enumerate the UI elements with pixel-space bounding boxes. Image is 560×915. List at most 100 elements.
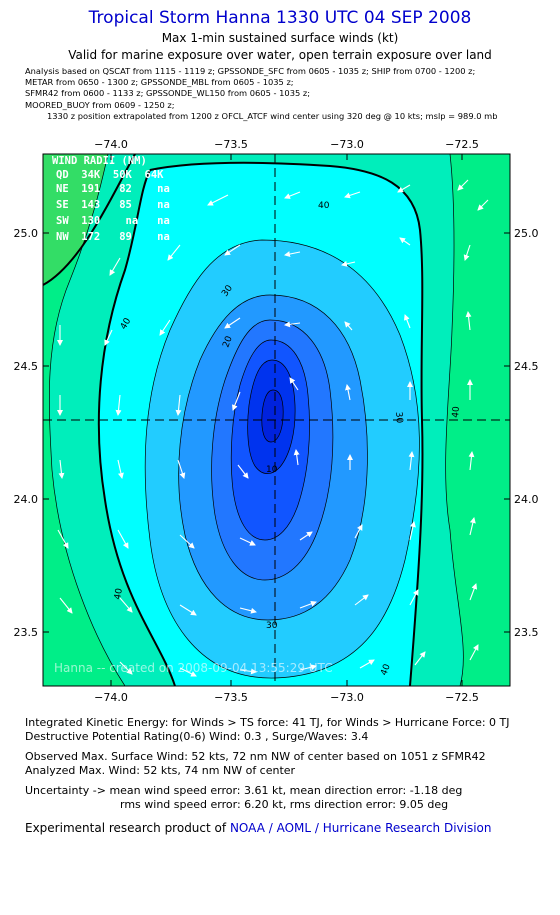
wind-arrow bbox=[284, 321, 301, 328]
analysis-line: Analysis based on QSCAT from 1115 - 1119… bbox=[25, 66, 476, 76]
wind-arrow bbox=[293, 449, 300, 466]
wind-arrow bbox=[463, 244, 471, 261]
ts-force-contour bbox=[97, 161, 424, 686]
wind-arrow bbox=[175, 394, 182, 416]
lon-tick-label-top: −73.5 bbox=[214, 138, 248, 151]
wind-arrow bbox=[224, 244, 241, 256]
map-title: Tropical Storm Hanna 1330 UTC 04 SEP 200… bbox=[88, 8, 472, 28]
wind-arrow bbox=[207, 194, 229, 206]
wind-radii-title: WIND RADII (NM) bbox=[52, 155, 147, 167]
contour-line bbox=[230, 339, 310, 541]
wind-arrow bbox=[345, 384, 351, 401]
dpr-stat: Destructive Potential Rating(0-6) Wind: … bbox=[25, 730, 369, 743]
contour-fill: 40 30 20 10 30 40 40 30 40 40 WIND RADII… bbox=[43, 154, 510, 686]
contour-label: 40 bbox=[318, 201, 330, 211]
wind-arrow bbox=[354, 524, 363, 539]
axis-ticks bbox=[43, 154, 510, 686]
wind-arrow bbox=[239, 607, 257, 614]
wind-arrow bbox=[224, 317, 241, 329]
credit-prefix: Experimental research product of bbox=[25, 821, 227, 835]
wind-radii-table: WIND RADII (NM) QD 34K 50K 64K NE 191 82… bbox=[52, 155, 170, 243]
wind-arrow bbox=[284, 191, 301, 199]
analysis-sources: Analysis based on QSCAT from 1115 - 1119… bbox=[25, 66, 498, 122]
wind-arrow bbox=[179, 667, 197, 677]
analysis-line: METAR from 0650 - 1300 z; GPSSONDE_MBL f… bbox=[25, 77, 294, 88]
org-link[interactable]: NOAA / AOML / Hurricane Research Divisio… bbox=[229, 821, 492, 835]
wind-arrow bbox=[119, 661, 133, 675]
wind-arrow bbox=[465, 311, 472, 331]
contour-label: 40 bbox=[379, 663, 392, 677]
position-note: 1330 z position extrapolated from 1200 z… bbox=[47, 110, 498, 121]
wind-arrow bbox=[237, 464, 249, 479]
contour-label: 30 bbox=[393, 411, 404, 424]
wind-arrow bbox=[179, 534, 195, 549]
contour-line bbox=[261, 389, 284, 443]
wind-arrow bbox=[469, 644, 479, 661]
analysis-line: SFMR42 from 0600 - 1133 z; GPSSONDE_WL15… bbox=[25, 88, 311, 99]
contour-line bbox=[445, 154, 464, 686]
wind-vectors bbox=[57, 179, 489, 677]
wind-arrow bbox=[344, 191, 361, 199]
lat-tick-label-left: 24.0 bbox=[14, 493, 39, 506]
wind-arrow bbox=[179, 604, 197, 616]
lon-tick-label-top: −74.0 bbox=[94, 138, 128, 151]
wind-arrow bbox=[399, 237, 411, 246]
uncertainty-line-1: Uncertainty -> mean wind speed error: 3.… bbox=[25, 784, 463, 797]
wind-arrow bbox=[117, 529, 129, 549]
lat-tick-label-left: 24.5 bbox=[14, 360, 39, 373]
wind-arrow bbox=[469, 517, 476, 536]
lon-tick-label-bottom: −74.0 bbox=[94, 691, 128, 704]
wind-radii-row: SW 130 na na bbox=[56, 215, 170, 227]
lon-tick-label-top: −73.0 bbox=[330, 138, 364, 151]
wind-arrow bbox=[239, 668, 257, 675]
wind-arrow bbox=[469, 583, 478, 601]
wind-arrow bbox=[341, 260, 356, 267]
lat-tick-label-left: 25.0 bbox=[14, 227, 39, 240]
contour-label: 20 bbox=[221, 335, 234, 349]
wind-arrow bbox=[477, 199, 489, 211]
land-boundary bbox=[43, 154, 136, 286]
wind-arrow bbox=[284, 251, 301, 257]
wind-radii-row: SE 143 85 na bbox=[56, 199, 170, 211]
wind-arrow bbox=[115, 394, 122, 416]
wind-arrow bbox=[468, 451, 475, 471]
lat-tick-label-right: 23.5 bbox=[514, 626, 539, 639]
wind-arrow bbox=[159, 319, 171, 336]
lon-tick-label-bottom: −73.0 bbox=[330, 691, 364, 704]
wind-arrow bbox=[403, 314, 411, 329]
contour-line bbox=[247, 359, 296, 474]
map-subtitle: Max 1-min sustained surface winds (kt) bbox=[161, 31, 399, 45]
ike-stat: Integrated Kinetic Energy: for Winds > T… bbox=[25, 716, 510, 729]
wind-arrow bbox=[409, 521, 416, 541]
contour-line bbox=[48, 154, 126, 686]
wind-arrow bbox=[344, 321, 353, 331]
wind-radii-row: NE 191 82 na bbox=[56, 183, 170, 195]
wind-arrow bbox=[299, 531, 313, 541]
lon-tick-label-bottom: −72.5 bbox=[445, 691, 479, 704]
lat-tick-label-right: 25.0 bbox=[514, 227, 539, 240]
wind-radii-header: QD 34K 50K 64K bbox=[56, 169, 164, 181]
contour-label: 40 bbox=[113, 587, 125, 600]
lat-tick-label-right: 24.5 bbox=[514, 360, 539, 373]
wind-arrow bbox=[289, 377, 299, 391]
wind-arrow bbox=[58, 459, 65, 479]
wind-arrow bbox=[359, 659, 375, 669]
wind-arrow bbox=[117, 459, 124, 479]
wind-arrow bbox=[397, 184, 411, 193]
lat-tick-label-left: 23.5 bbox=[14, 626, 39, 639]
lon-tick-label-top: −72.5 bbox=[445, 138, 479, 151]
analysis-line: MOORED_BUOY from 0609 - 1250 z; bbox=[25, 99, 175, 110]
valid-for-note: Valid for marine exposure over water, op… bbox=[68, 48, 492, 62]
observed-max-wind: Observed Max. Surface Wind: 52 kts, 72 n… bbox=[25, 750, 486, 763]
contour-line bbox=[211, 319, 334, 581]
wind-arrow bbox=[457, 179, 469, 191]
wind-core bbox=[261, 390, 284, 442]
wind-arrow bbox=[232, 391, 241, 411]
wind-radii-row: NW 172 89 na bbox=[56, 231, 170, 243]
wind-arrow bbox=[119, 597, 133, 613]
wind-arrow bbox=[239, 537, 256, 546]
wind-arrow bbox=[104, 329, 113, 346]
contour-label: 30 bbox=[266, 621, 278, 631]
wind-arrow bbox=[414, 651, 426, 666]
